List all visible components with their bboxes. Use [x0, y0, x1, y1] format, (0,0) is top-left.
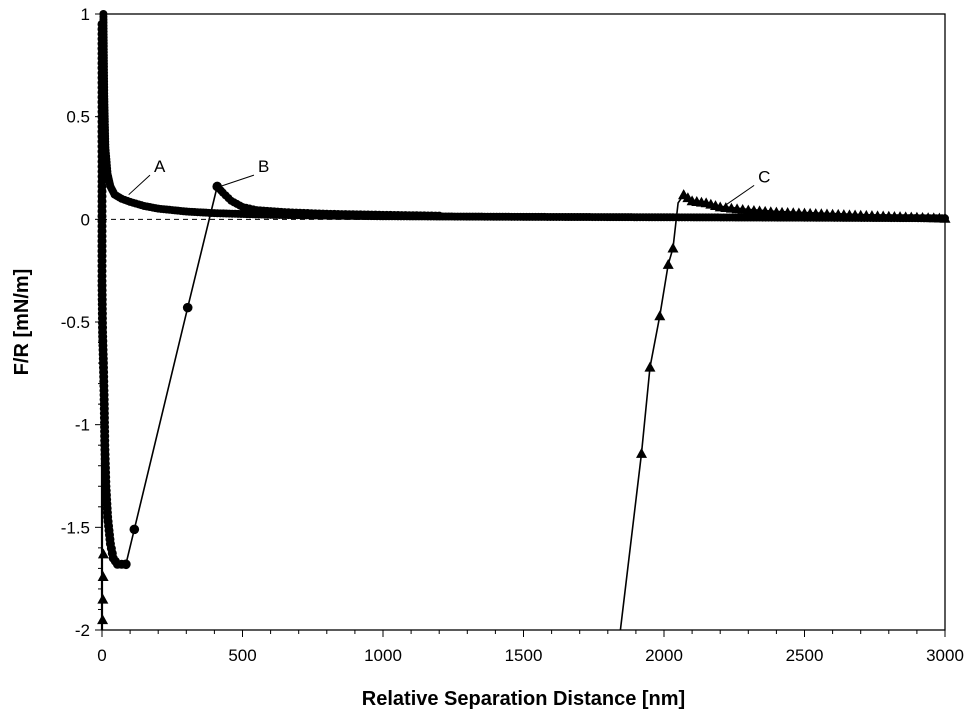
x-axis-title: Relative Separation Distance [nm]: [362, 688, 685, 710]
y-tick-label: 0: [81, 210, 90, 229]
series-b-point: [129, 524, 140, 535]
annotation-label: C: [758, 167, 770, 186]
series-a-line: [101, 13, 946, 220]
plot-frame: [101, 13, 946, 631]
x-tick-label: 1500: [505, 646, 543, 665]
x-tick-label: 2000: [645, 646, 683, 665]
annotation-leader: [128, 174, 151, 196]
annotation-label: B: [258, 157, 269, 176]
y-axis-title: F/R [mN/m]: [11, 269, 33, 376]
series-c-decay-point: [939, 212, 951, 223]
y-tick-label: 1: [81, 5, 90, 24]
series-c-near-zero-point: [97, 593, 109, 604]
y-tick-label: -1: [75, 416, 90, 435]
x-tick-label: 2500: [786, 646, 824, 665]
series-c-point: [644, 361, 656, 372]
series-c-near-zero-point: [97, 571, 109, 582]
y-tick-label: -1.5: [61, 518, 90, 537]
annotation-label: A: [154, 157, 166, 176]
x-tick-label: 3000: [926, 646, 964, 665]
series-c-point: [654, 310, 666, 321]
series-c-point: [636, 447, 648, 458]
annotation-leader: [219, 174, 255, 187]
y-tick-label: -2: [75, 621, 90, 640]
series-b-decay-point: [435, 211, 444, 220]
annotation-leader: [725, 184, 755, 206]
x-tick-label: 0: [97, 646, 106, 665]
series-b-line: [125, 186, 218, 565]
series-c-point: [667, 242, 679, 253]
y-tick-label: 0.5: [66, 108, 90, 127]
x-tick-label: 1000: [364, 646, 402, 665]
plot-area: 0 500 1000 1500 2000 2500 3000 1 0.5 0 -0.5 -1 -1.5 -…: [61, 5, 964, 665]
series-c-near-zero-point: [97, 614, 109, 625]
series-c-point: [662, 259, 674, 269]
series-c-near-zero-point: [97, 548, 109, 559]
y-tick-label: -0.5: [61, 313, 90, 332]
series-b-point: [182, 302, 193, 313]
series-b-point: [121, 559, 131, 570]
x-tick-label: 500: [228, 646, 256, 665]
series-c-line: [619, 194, 685, 631]
